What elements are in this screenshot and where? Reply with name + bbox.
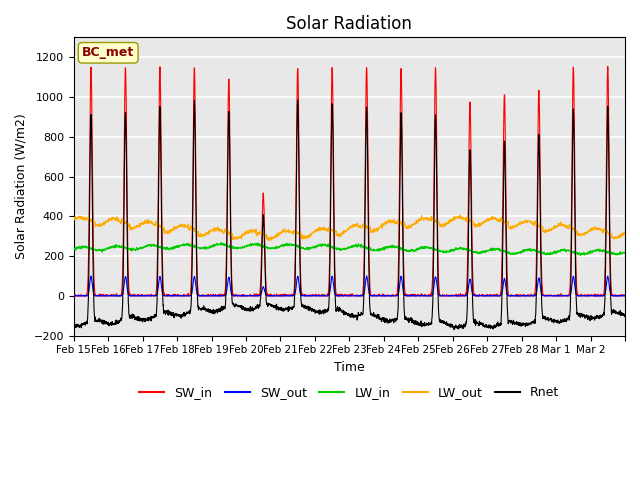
X-axis label: Time: Time (334, 361, 365, 374)
Legend: SW_in, SW_out, LW_in, LW_out, Rnet: SW_in, SW_out, LW_in, LW_out, Rnet (134, 381, 564, 404)
Y-axis label: Solar Radiation (W/m2): Solar Radiation (W/m2) (15, 114, 28, 259)
Title: Solar Radiation: Solar Radiation (287, 15, 412, 33)
Text: BC_met: BC_met (82, 46, 134, 60)
